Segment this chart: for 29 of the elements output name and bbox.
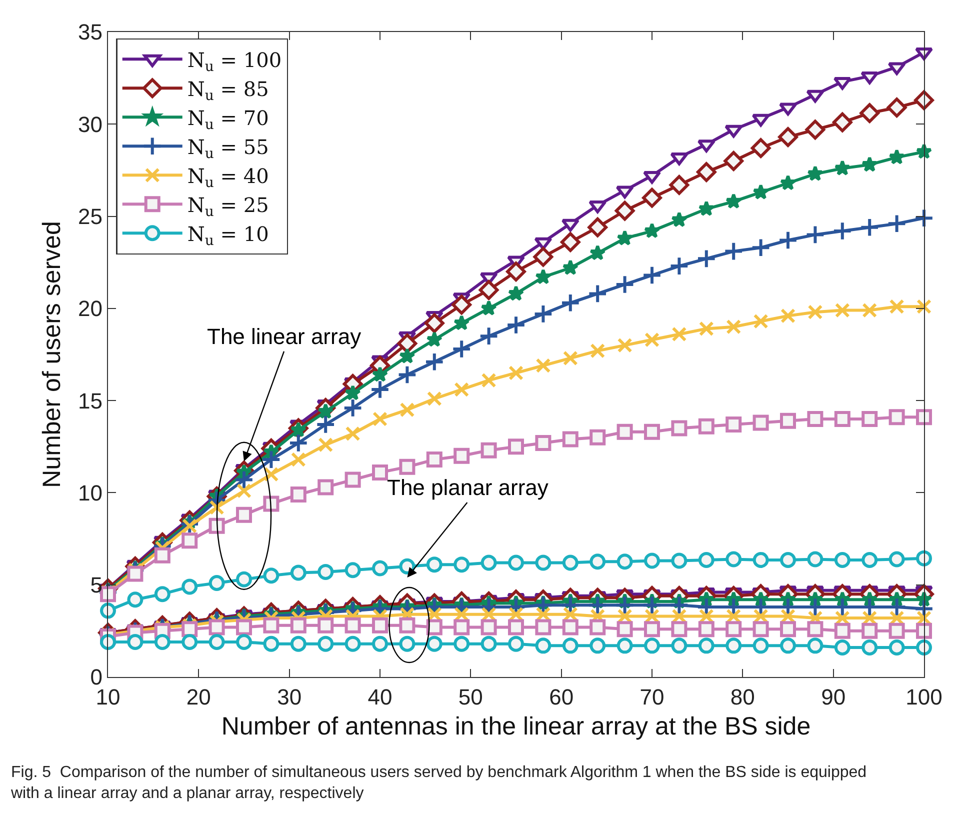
annotation: The planar array xyxy=(387,475,548,500)
y-tick-label: 30 xyxy=(78,112,102,137)
caption: Fig. 5 Comparison of the number of simultaneous users served by benchmark Algorithm 1 when the BS side is equipped with a linear array and a planar array, respectively xyxy=(10,764,867,802)
y-tick-label: 10 xyxy=(78,480,102,506)
x-tick-label: 100 xyxy=(906,684,942,710)
x-axis-title: Number of antennas in the linear array at the BS side xyxy=(221,712,811,740)
x-tick-label: 60 xyxy=(549,684,574,710)
annotation: The linear array xyxy=(207,324,362,349)
legend-label: N$_{u}$ = 70 xyxy=(187,106,269,134)
y-tick-label: 0 xyxy=(90,664,102,690)
legend-label: N$_{u}$ = 10 xyxy=(187,222,269,250)
y-tick-label: 35 xyxy=(78,20,102,45)
x-tick-label: 80 xyxy=(730,684,755,710)
y-tick-label: 20 xyxy=(78,296,102,322)
y-tick-label: 25 xyxy=(78,204,102,229)
y-axis-title: Number of users served xyxy=(38,221,66,488)
y-tick-label: 15 xyxy=(78,388,102,414)
x-tick-label: 40 xyxy=(368,684,392,710)
x-tick-label: 90 xyxy=(821,684,846,710)
x-tick-label: 50 xyxy=(458,684,483,710)
legend-label: N$_{u}$ = 40 xyxy=(187,164,269,192)
x-tick-label: 70 xyxy=(640,684,664,710)
legend-label: N$_{u}$ = 25 xyxy=(187,192,269,220)
legend-label: N$_{u}$ = 85 xyxy=(187,76,269,104)
x-tick-label: 20 xyxy=(186,684,211,710)
legend-label: N$_{u}$ = 100 xyxy=(187,48,282,76)
x-tick-label: 30 xyxy=(277,684,302,710)
legend-label: N$_{u}$ = 55 xyxy=(187,134,269,162)
y-tick-label: 5 xyxy=(90,572,102,598)
